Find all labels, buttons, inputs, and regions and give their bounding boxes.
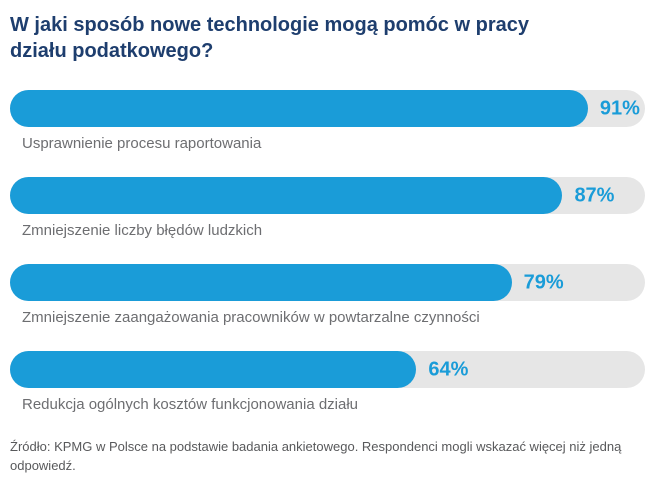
source-note: Źródło: KPMG w Polsce na podstawie badan… — [10, 439, 622, 473]
bar-row: 91% Usprawnienie procesu raportowania — [10, 90, 645, 153]
bar-row: 64% Redukcja ogólnych kosztów funkcjonow… — [10, 351, 645, 414]
bar-row: 87% Zmniejszenie liczby błędów ludzkich — [10, 177, 645, 240]
bar-category-label: Zmniejszenie liczby błędów ludzkich — [22, 222, 263, 239]
bar-value-label: 64% — [428, 358, 469, 380]
bar-fill — [10, 90, 588, 127]
bar-fill — [10, 351, 417, 388]
bar-track: 87% — [10, 177, 645, 214]
bar-fill — [10, 177, 563, 214]
page-title: W jaki sposób nowe technologie mogą pomó… — [10, 14, 529, 62]
bar-value-label: 91% — [599, 97, 640, 119]
bar-value-label: 87% — [574, 184, 615, 206]
bar-category-label: Redukcja ogólnych kosztów funkcjonowania… — [22, 396, 359, 413]
bar-category-label: Usprawnienie procesu raportowania — [22, 135, 262, 152]
bar-track: 64% — [10, 351, 645, 388]
bar-track: 79% — [10, 264, 645, 301]
horizontal-bar-chart: 91% Usprawnienie procesu raportowania 87… — [10, 90, 645, 414]
bar-row: 79% Zmniejszenie zaangażowania pracownik… — [10, 264, 645, 327]
bar-value-label: 79% — [523, 271, 564, 293]
bar-fill — [10, 264, 512, 301]
bar-track: 91% — [10, 90, 645, 127]
bar-category-label: Zmniejszenie zaangażowania pracowników w… — [22, 309, 480, 326]
